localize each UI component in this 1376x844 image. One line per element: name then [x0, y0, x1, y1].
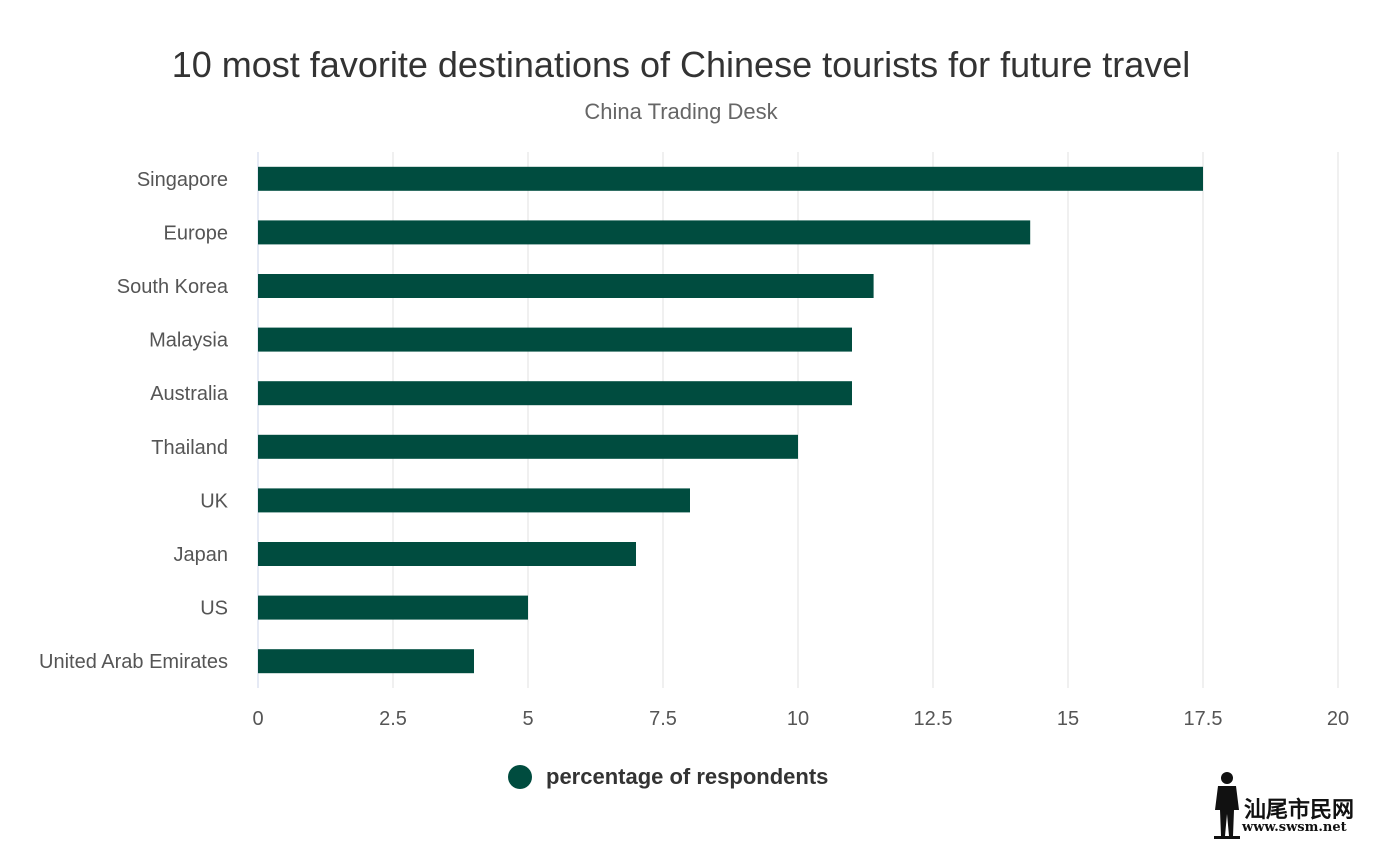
category-labels: Singapore Europe South Korea Malaysia Austra…	[39, 169, 229, 673]
category-label: Thailand	[151, 437, 228, 459]
category-label: Japan	[174, 544, 229, 566]
bar[interactable]	[258, 220, 1031, 245]
category-label: Europe	[164, 222, 229, 244]
x-tick-label: 20	[1327, 708, 1349, 730]
x-tick-labels: 0 2.5 5 7.5 10 12.5 15 17.5 20	[252, 708, 1349, 730]
bar[interactable]	[258, 274, 874, 298]
x-tick-label: 17.5	[1184, 708, 1223, 730]
x-tick-label: 12.5	[914, 708, 953, 730]
bar[interactable]	[258, 381, 852, 406]
bar[interactable]	[258, 542, 636, 566]
category-label: UK	[200, 490, 228, 512]
bar[interactable]	[258, 649, 474, 674]
bar[interactable]	[258, 166, 1203, 191]
x-tick-label: 7.5	[649, 708, 677, 730]
category-label: Australia	[150, 383, 229, 405]
category-label: Singapore	[137, 169, 228, 191]
x-tick-label: 0	[252, 708, 263, 730]
category-label: Malaysia	[149, 330, 229, 352]
bars	[258, 166, 1203, 674]
x-tick-label: 5	[522, 708, 533, 730]
category-label: United Arab Emirates	[39, 651, 228, 673]
watermark-url: www.swsm.net	[1242, 820, 1347, 835]
bar[interactable]	[258, 434, 798, 459]
chart-subtitle: China Trading Desk	[584, 99, 778, 124]
legend-label: percentage of respondents	[546, 764, 829, 789]
watermark-text: 汕尾市民网	[1244, 797, 1355, 823]
category-label: US	[200, 598, 228, 620]
category-label: South Korea	[117, 276, 229, 298]
x-tick-label: 10	[787, 708, 809, 730]
silhouette-icon	[1214, 772, 1240, 839]
bar[interactable]	[258, 488, 690, 513]
chart-title: 10 most favorite destinations of Chinese…	[171, 44, 1191, 85]
watermark: 汕尾市民网 www.swsm.net	[1212, 770, 1370, 840]
bar[interactable]	[258, 327, 852, 352]
x-tick-label: 2.5	[379, 708, 407, 730]
legend[interactable]: percentage of respondents	[508, 764, 828, 790]
x-tick-label: 15	[1057, 708, 1079, 730]
legend-marker	[508, 765, 532, 789]
bar[interactable]	[258, 595, 528, 620]
